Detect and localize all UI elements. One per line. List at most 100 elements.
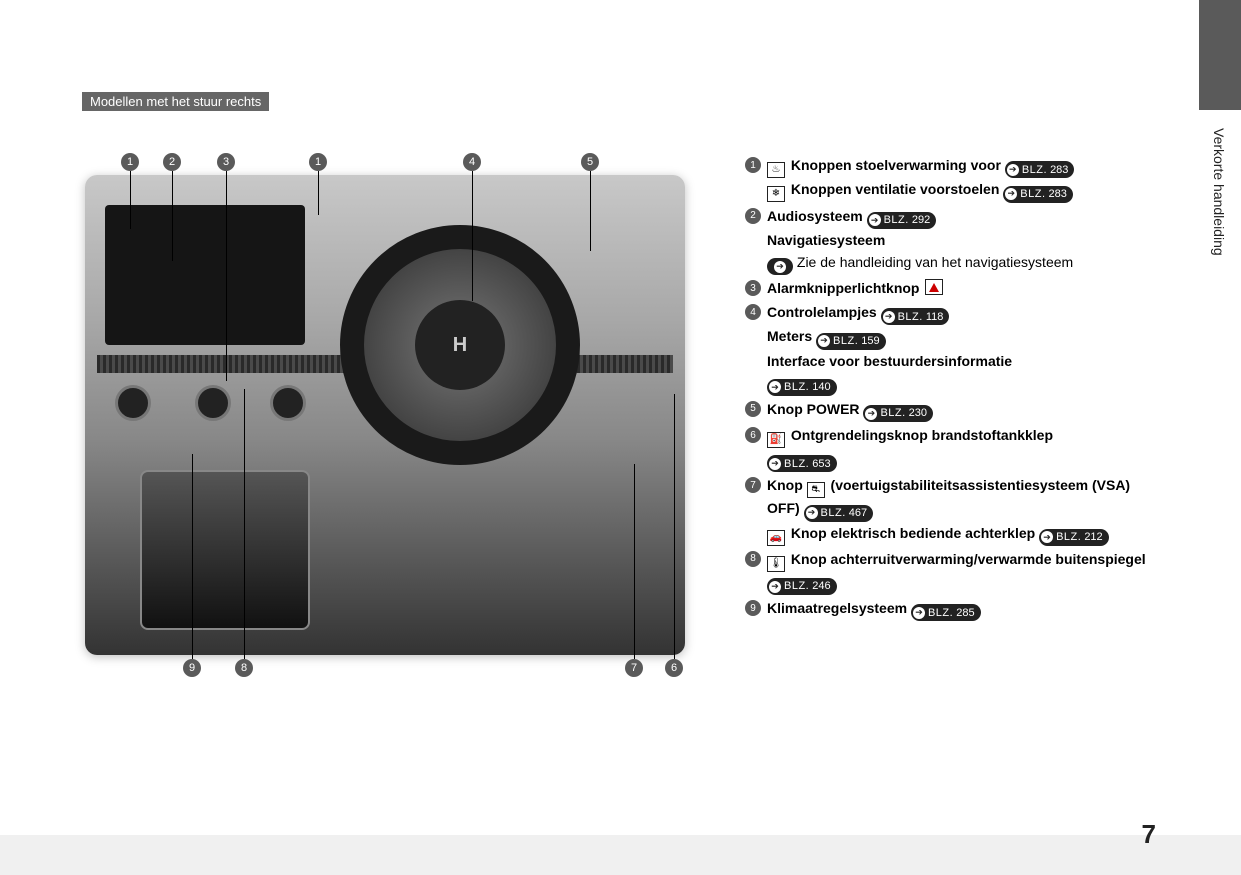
callout-marker-9: 9	[183, 659, 201, 677]
legend-item-3: 3 Alarmknipperlichtknop	[745, 278, 1156, 300]
leader-line	[226, 171, 227, 381]
leader-line	[130, 171, 131, 229]
legend-number: 5	[745, 401, 761, 417]
legend-body: Alarmknipperlichtknop	[767, 278, 1156, 300]
page-ref-pill: ➔BLZ.246	[767, 578, 837, 595]
wheel-logo: H	[415, 300, 505, 390]
page-ref-pill: ➔BLZ.467	[804, 505, 874, 522]
page-footer-band	[0, 835, 1241, 875]
leader-line	[318, 171, 319, 215]
legend-number: 8	[745, 551, 761, 567]
legend-item-7: 7 Knop ⛐ (voertuigstabiliteitsassistentie…	[745, 475, 1156, 547]
legend-line: ❄ Knoppen ventilatie voorstoelen ➔BLZ.28…	[767, 179, 1156, 202]
legend-number: 3	[745, 280, 761, 296]
center-console	[140, 470, 310, 630]
tab-highlight	[1199, 0, 1241, 110]
page-ref-pill: ➔BLZ.283	[1003, 186, 1073, 203]
callout-marker-1b: 1	[309, 153, 327, 171]
page-ref-pill: ➔BLZ.285	[911, 604, 981, 621]
legend-item-9: 9 Klimaatregelsysteem ➔BLZ.285	[745, 598, 1156, 622]
section-side-tab: Verkorte handleiding	[1199, 0, 1241, 875]
legend-line: Alarmknipperlichtknop	[767, 278, 1156, 299]
tab-label: Verkorte handleiding	[1199, 110, 1241, 256]
diagram-wrapper: 1 2 3 1 4 5 H	[85, 175, 685, 655]
legend-line: Audiosysteem ➔BLZ.292	[767, 206, 1156, 229]
callout-marker-5: 5	[581, 153, 599, 171]
page-ref-pill: ➔BLZ.212	[1039, 529, 1109, 546]
dashboard-image: H	[85, 175, 685, 655]
model-variant-badge: Modellen met het stuur rechts	[82, 92, 269, 111]
legend-body: Controlelampjes ➔BLZ.118Meters ➔BLZ.159I…	[767, 302, 1156, 397]
leader-line	[472, 171, 473, 301]
page-ref-pill: ➔BLZ.118	[881, 308, 950, 325]
rear-defrost-icon: 🌡	[767, 556, 785, 572]
leader-line	[634, 464, 635, 659]
legend-line: ♨ Knoppen stoelverwarming voor ➔BLZ.283	[767, 155, 1156, 178]
fuel-icon: ⛽	[767, 432, 785, 448]
callout-marker-1: 1	[121, 153, 139, 171]
page-ref-pill: ➔BLZ.230	[863, 405, 933, 422]
legend-line: Klimaatregelsysteem ➔BLZ.285	[767, 598, 1156, 621]
page-ref-pill: ➔BLZ.292	[867, 212, 937, 229]
legend-item-6: 6 ⛽ Ontgrendelingsknop brandstoftankklep …	[745, 425, 1156, 473]
callout-marker-8: 8	[235, 659, 253, 677]
legend-body: Knop ⛐ (voertuigstabiliteitsassistenties…	[767, 475, 1156, 547]
page-ref-pill: ➔BLZ.283	[1005, 161, 1075, 178]
legend-number: 4	[745, 304, 761, 320]
legend-number: 1	[745, 157, 761, 173]
legend-number: 2	[745, 208, 761, 224]
leader-line	[590, 171, 591, 251]
hazard-icon	[925, 279, 943, 295]
legend-body: ⛽ Ontgrendelingsknop brandstoftankklep ➔…	[767, 425, 1156, 473]
legend-line: ➔BLZ.653	[767, 449, 1156, 472]
legend-item-5: 5 Knop POWER ➔BLZ.230	[745, 399, 1156, 423]
leader-line	[674, 394, 675, 659]
page-ref-pill: ➔BLZ.653	[767, 455, 837, 472]
legend-line: Meters ➔BLZ.159	[767, 326, 1156, 349]
legend-number: 9	[745, 600, 761, 616]
climate-knob	[115, 385, 151, 421]
content-row: 1 2 3 1 4 5 H	[85, 145, 1156, 655]
diagram-column: 1 2 3 1 4 5 H	[85, 145, 725, 655]
infotainment-screen	[105, 205, 305, 345]
legend-line: ➔BLZ.140	[767, 373, 1156, 396]
callout-marker-6: 6	[665, 659, 683, 677]
legend-line: ⛽ Ontgrendelingsknop brandstoftankklep	[767, 425, 1156, 448]
legend-line: Controlelampjes ➔BLZ.118	[767, 302, 1156, 325]
climate-knob	[270, 385, 306, 421]
legend-item-1: 1 ♨ Knoppen stoelverwarming voor ➔BLZ.283…	[745, 155, 1156, 204]
steering-wheel: H	[340, 225, 580, 465]
legend-body: Knop POWER ➔BLZ.230	[767, 399, 1156, 423]
legend-line: 🚗 Knop elektrisch bediende achterklep ➔B…	[767, 523, 1156, 546]
vsa-off-icon: ⛐	[807, 482, 825, 498]
legend-line: Navigatiesysteem	[767, 230, 1156, 251]
legend-number: 7	[745, 477, 761, 493]
climate-knob	[195, 385, 231, 421]
legend-body: ♨ Knoppen stoelverwarming voor ➔BLZ.283❄…	[767, 155, 1156, 204]
legend-item-8: 8 🌡 Knop achterruitverwarming/verwarmde b…	[745, 549, 1156, 596]
manual-page: Modellen met het stuur rechts Verkorte h…	[0, 0, 1241, 875]
leader-line	[244, 389, 245, 659]
legend-column: 1 ♨ Knoppen stoelverwarming voor ➔BLZ.283…	[725, 145, 1156, 655]
legend-item-2: 2 Audiosysteem ➔BLZ.292Navigatiesysteem ➔…	[745, 206, 1156, 277]
legend-item-4: 4 Controlelampjes ➔BLZ.118Meters ➔BLZ.159…	[745, 302, 1156, 397]
legend-line: Knop POWER ➔BLZ.230	[767, 399, 1156, 422]
callout-marker-7: 7	[625, 659, 643, 677]
legend-line: ➔ Zie de handleiding van het navigatiesy…	[767, 252, 1156, 275]
callout-marker-2: 2	[163, 153, 181, 171]
legend-line: Knop ⛐ (voertuigstabiliteitsassistenties…	[767, 475, 1156, 521]
see-arrow-icon: ➔	[767, 258, 793, 275]
callout-marker-3: 3	[217, 153, 235, 171]
page-ref-pill: ➔BLZ.140	[767, 379, 837, 396]
seat-heat-icon: ♨	[767, 162, 785, 178]
legend-body: Audiosysteem ➔BLZ.292Navigatiesysteem ➔ …	[767, 206, 1156, 277]
seat-vent-icon: ❄	[767, 186, 785, 202]
legend-number: 6	[745, 427, 761, 443]
page-ref-pill: ➔BLZ.159	[816, 333, 886, 350]
legend-body: Klimaatregelsysteem ➔BLZ.285	[767, 598, 1156, 622]
callout-marker-4: 4	[463, 153, 481, 171]
page-number: 7	[1142, 819, 1156, 850]
leader-line	[172, 171, 173, 261]
legend-body: 🌡 Knop achterruitverwarming/verwarmde bu…	[767, 549, 1156, 596]
leader-line	[192, 454, 193, 659]
